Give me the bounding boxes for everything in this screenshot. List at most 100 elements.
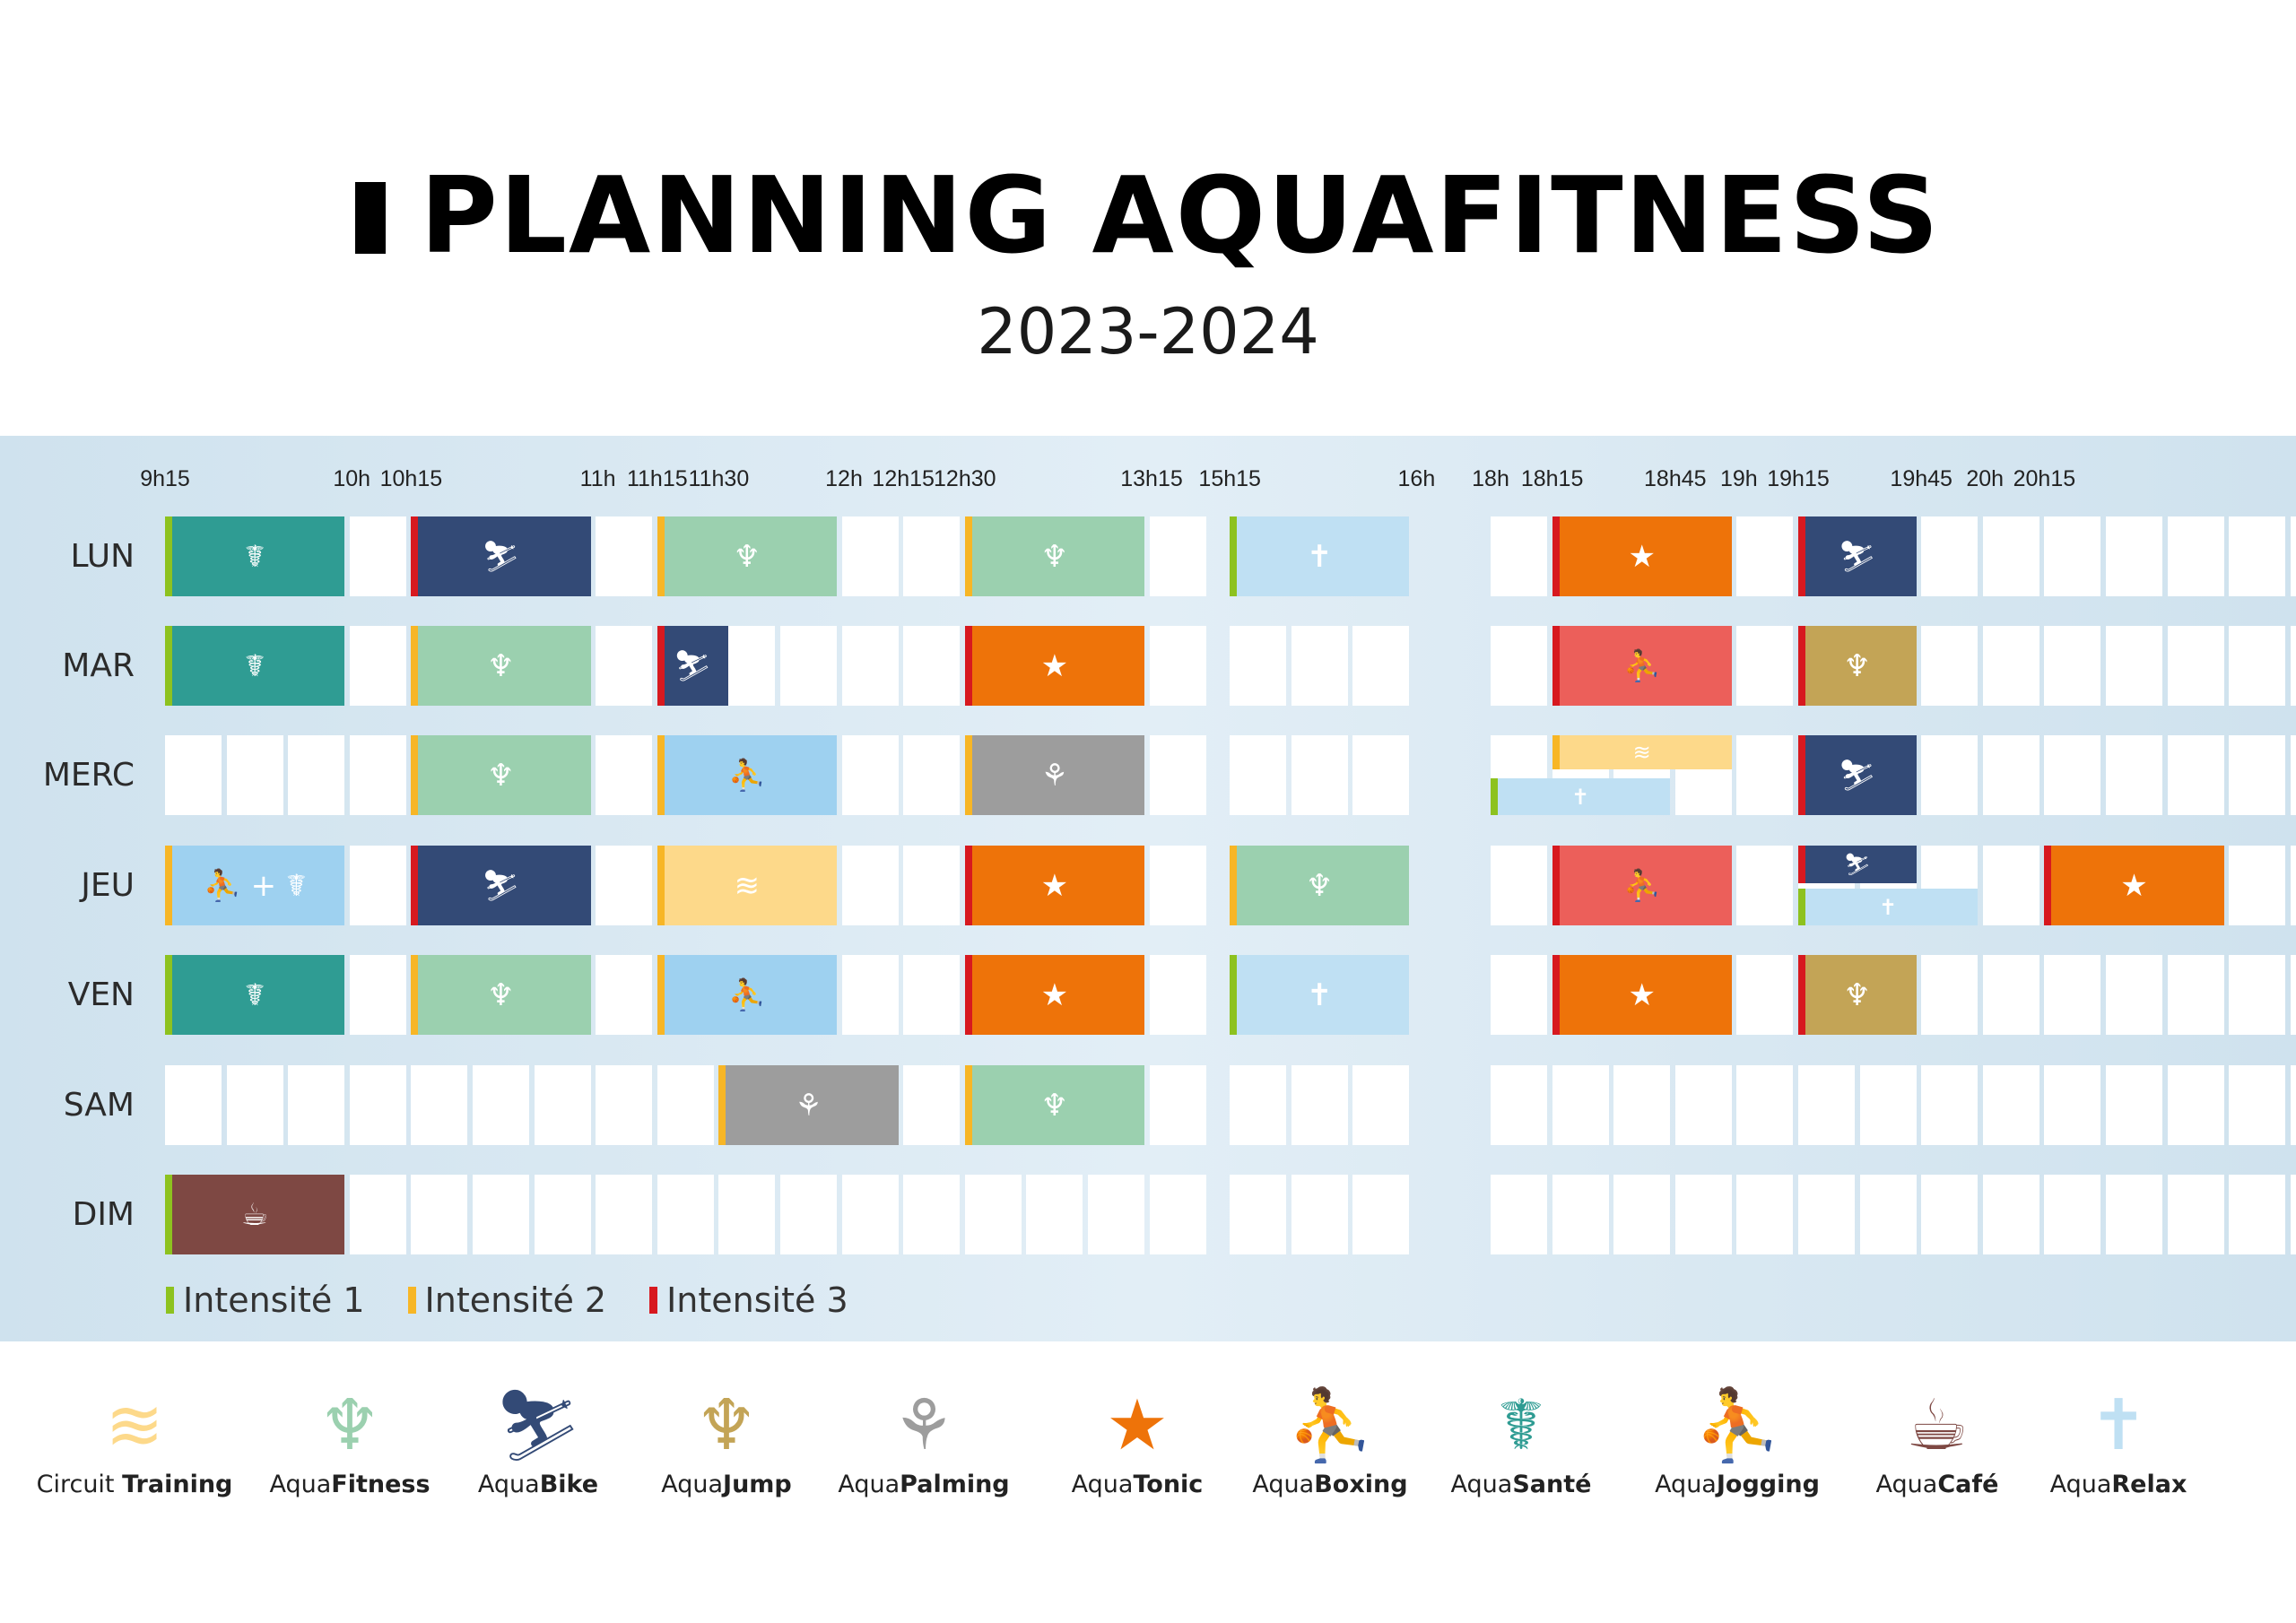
legend-label: Intensité 3 [666,1280,848,1320]
schedule-cell [596,735,653,815]
activity-key-label: AquaPalming [825,1471,1022,1498]
schedule-cell [596,1175,653,1254]
activity-key-label: AquaRelax [2020,1471,2217,1498]
schedule-cell [1859,1065,1917,1145]
schedule-cell [1352,626,1410,706]
schedule-cell [1736,1175,1794,1254]
schedule-cell [226,735,283,815]
schedule-cell [1149,846,1206,925]
intensity-stripe [1230,955,1238,1035]
aquafitness-icon: ♆ [1040,1087,1069,1124]
schedule-cell [1674,1175,1732,1254]
activity-key-name: Training [122,1471,233,1498]
activity-key-prefix: Aqua [1071,1471,1134,1498]
schedule-cell [2290,1065,2296,1145]
time-label: 16h [1397,466,1436,491]
schedule-cell [2106,735,2162,815]
aquabike-icon: ⛷ [493,1385,583,1466]
intensity-stripe [165,516,172,596]
schedule-cell [841,735,899,815]
schedule-cell [2044,626,2101,706]
activity-key-item: ☤ AquaSanté [1422,1381,1620,1498]
activity-key-prefix: Aqua [269,1471,332,1498]
schedule-cell [1982,846,2039,925]
schedule-cell [1982,516,2039,596]
schedule-cell [903,955,961,1035]
schedule-cell [1613,1065,1671,1145]
schedule-cell [2290,626,2296,706]
page-title: PLANNING AQUAFITNESS [0,152,2296,278]
page-subtitle: 2023-2024 [977,295,1319,369]
intensity-stripe [165,955,172,1035]
time-label: 13h15 [1120,466,1183,491]
schedule-cell [1149,1065,1206,1145]
aquafitness-icon: ♆ [1040,538,1069,575]
schedule-cell [903,735,961,815]
activity-key-prefix: Aqua [1875,1471,1938,1498]
activity-block-fitness: ♆ [411,735,591,815]
activity-key-item: ☕ AquaCafé [1839,1381,2036,1498]
aquajogging-icon: ⛹ + ☤ [203,867,307,904]
intensity-stripe [964,626,972,706]
aquabike-icon: ⛷ [481,867,521,904]
intensity-stripe [964,846,972,925]
schedule-cell [1736,846,1794,925]
schedule-cell [2044,516,2101,596]
schedule-cell [1982,626,2039,706]
activity-block-boxing: ⛹ [1552,846,1732,925]
activity-key-name: Relax [2111,1471,2187,1498]
legend-item-intensity-1: Intensité 1 [166,1280,365,1320]
schedule-cell [2106,626,2162,706]
schedule-cell [1352,735,1410,815]
schedule-cell [1149,1175,1206,1254]
schedule-cell [1552,1175,1609,1254]
schedule-cell [1149,626,1206,706]
schedule-cell [1921,1065,1979,1145]
activity-block-relax: ✝ [1230,516,1410,596]
time-label: 19h [1719,466,1758,491]
aquatonic-icon: ★ [1106,1385,1169,1466]
schedule-cell [2106,1175,2162,1254]
schedule-cell [288,735,345,815]
intensity-stripe [1798,735,1805,815]
aquafitness-icon: ♆ [487,647,515,684]
activity-key-prefix: Aqua [1252,1471,1315,1498]
activity-block-jogging: ⛹ + ☤ [165,846,345,925]
activity-key-label: AquaCafé [1839,1471,2036,1498]
schedule-cell [964,1175,1022,1254]
circuit-training-icon: ≋ [105,1385,164,1466]
activity-block-training: ≋ [657,846,837,925]
schedule-cell [1230,1175,1287,1254]
activity-key-prefix: Circuit [36,1471,123,1498]
day-label: MERC [42,757,135,794]
activity-block-training: ≋ [1552,735,1732,769]
activity-block-sante: ☤ [165,626,345,706]
aquaboxing-icon: ⛹ [1622,867,1661,904]
schedule-cell [2290,735,2296,815]
day-label: JEU [81,867,135,904]
schedule-cell [1921,735,1979,815]
schedule-cell [780,1175,837,1254]
aquafitness-icon: ♆ [487,757,515,794]
schedule-cell [1291,1175,1348,1254]
activity-key-prefix: Aqua [1450,1471,1513,1498]
time-label: 9h15 [140,466,190,491]
schedule-cell [1149,516,1206,596]
schedule-cell [2167,516,2224,596]
schedule-cell [411,1175,468,1254]
aquafitness-icon: ♆ [733,538,761,575]
schedule-cell [903,1175,961,1254]
aquapalming-icon: ⚘ [1040,757,1069,794]
intensity-stripe [657,735,665,815]
schedule-cell [349,735,406,815]
activity-block-jogging: ⛹ [657,955,837,1035]
schedule-cell [2229,1065,2286,1145]
time-label: 12h15 [872,466,935,491]
aquabike-icon: ⛷ [1838,538,1877,575]
time-label: 11h15 [626,466,688,491]
page-title-text: PLANNING AQUAFITNESS [420,153,1941,277]
activity-block-palming: ⚘ [964,735,1144,815]
circuit-training-icon: ≋ [1632,740,1651,765]
intensity-stripe [964,1065,972,1145]
intensity-stripe [411,626,419,706]
